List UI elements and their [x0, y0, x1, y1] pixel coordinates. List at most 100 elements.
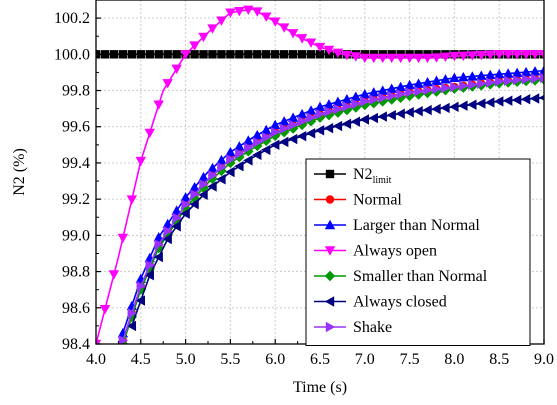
data-point: [538, 94, 544, 101]
data-point: [225, 146, 236, 157]
legend-box: [305, 158, 531, 346]
data-point: [189, 41, 200, 51]
data-point: [208, 50, 217, 59]
data-point: [261, 144, 271, 156]
data-point: [253, 137, 263, 148]
data-point: [244, 142, 254, 153]
data-point: [287, 112, 299, 122]
legend-marker: [324, 270, 336, 282]
data-point: [278, 116, 290, 126]
data-point: [423, 84, 433, 96]
x-tick-label: 6.5: [310, 351, 330, 368]
data-point: [199, 179, 209, 190]
data-point: [198, 189, 208, 201]
legend-entry: Larger than Normal: [314, 217, 480, 234]
data-point: [450, 81, 460, 93]
data-point: [503, 75, 514, 86]
data-point: [449, 72, 460, 83]
data-point: [440, 102, 450, 114]
legend-entry: Shake: [314, 319, 392, 336]
legend-entry: Smaller than Normal: [314, 268, 488, 285]
data-point: [529, 50, 541, 60]
data-point: [172, 50, 181, 59]
y-tick-label: 99.8: [62, 83, 90, 100]
data-point: [171, 64, 182, 74]
data-point: [350, 52, 362, 62]
data-point: [305, 128, 316, 139]
data-point: [404, 107, 414, 118]
data-point: [225, 166, 235, 178]
data-point: [332, 120, 343, 132]
data-point: [486, 77, 496, 88]
legend: N2limit Normal Larger than Normal Always op…: [305, 158, 531, 346]
x-tick-label: 8.0: [444, 351, 464, 368]
data-point: [162, 233, 172, 245]
data-point: [261, 12, 272, 22]
data-point: [253, 50, 262, 59]
data-point: [226, 50, 235, 59]
x-tick-label: 7.0: [355, 351, 375, 368]
data-point: [172, 212, 182, 224]
data-point: [377, 53, 388, 64]
data-point: [99, 305, 111, 315]
data-point: [180, 208, 190, 219]
data-point: [368, 87, 379, 97]
data-point: [396, 88, 406, 100]
data-point: [163, 225, 173, 237]
data-point: [422, 53, 433, 64]
data-point: [332, 48, 344, 59]
data-point: [377, 85, 388, 95]
data-point: [270, 139, 280, 151]
data-point: [368, 112, 378, 124]
data-point: [127, 50, 137, 59]
data-point: [494, 96, 504, 107]
data-point: [324, 106, 335, 117]
series-3: [96, 5, 544, 344]
data-point: [468, 79, 478, 90]
legend-label: Always closed: [353, 294, 447, 311]
data-point: [288, 119, 299, 131]
data-point: [386, 83, 397, 93]
y-tick-label: 98.4: [62, 336, 90, 353]
data-point: [305, 105, 317, 115]
data-point: [198, 171, 209, 182]
data-point: [314, 112, 326, 123]
data-point: [306, 50, 316, 59]
data-point: [511, 50, 523, 60]
data-point: [189, 182, 200, 192]
data-point: [476, 50, 487, 61]
data-point: [495, 76, 505, 87]
data-point: [467, 99, 477, 110]
data-point: [162, 79, 173, 89]
data-point: [323, 122, 334, 134]
y-tick-label: 98.6: [62, 300, 90, 317]
x-tick-label: 5.0: [176, 351, 196, 368]
data-point: [135, 156, 146, 167]
data-point: [341, 94, 353, 104]
legend-marker: [324, 246, 336, 256]
data-point: [369, 94, 379, 105]
data-point: [477, 78, 487, 89]
data-point: [467, 71, 478, 81]
data-point: [520, 50, 532, 60]
legend-entry: Always closed: [314, 294, 447, 311]
data-point: [261, 124, 272, 135]
data-point: [153, 251, 163, 263]
legend-label-subscript: limit: [373, 175, 392, 186]
legend-marker: [324, 296, 335, 307]
data-point: [502, 68, 514, 78]
series-2: [117, 65, 544, 338]
data-point: [297, 50, 307, 59]
data-point: [207, 24, 218, 34]
data-point: [502, 95, 513, 106]
legend-label: N2limit: [353, 166, 392, 186]
data-point: [485, 69, 496, 80]
data-point: [458, 71, 469, 82]
data-point: [449, 51, 460, 62]
data-point: [217, 50, 226, 59]
data-point: [360, 96, 370, 107]
data-point: [243, 5, 254, 15]
data-point: [252, 7, 263, 17]
y-tick-label: 99.6: [62, 119, 90, 136]
data-point: [296, 130, 307, 142]
